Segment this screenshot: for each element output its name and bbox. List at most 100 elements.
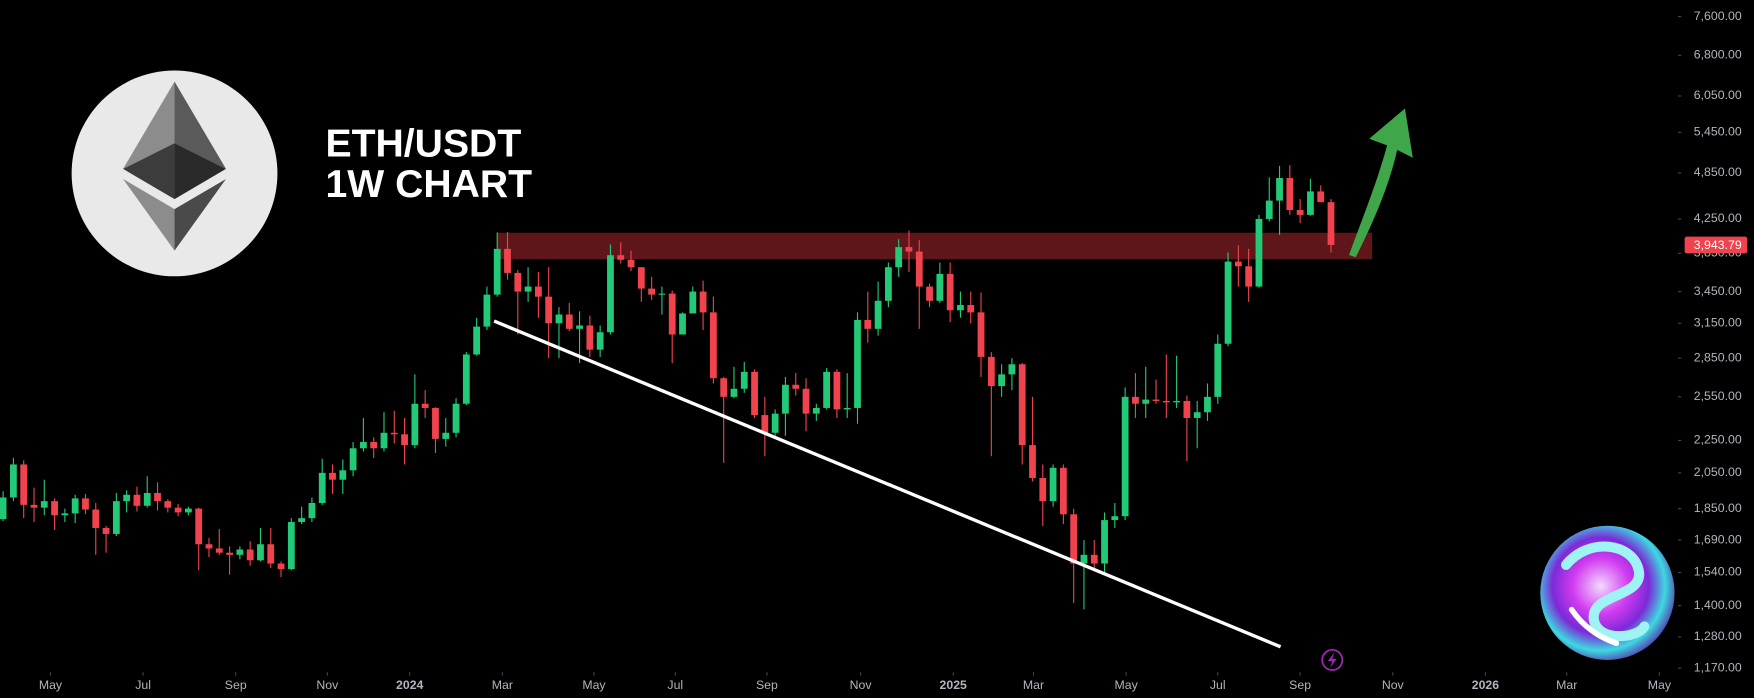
x-tick-label: Nov (850, 678, 873, 692)
candle-body (617, 255, 625, 260)
last-price-label: 3,943.79 (1694, 238, 1742, 252)
resistance-zone (497, 232, 1373, 260)
eth-logo (71, 70, 278, 277)
candle-body (668, 293, 676, 335)
candle-body (607, 255, 614, 333)
candle-body (154, 492, 161, 502)
candle-body (1317, 191, 1325, 203)
candle-body (185, 508, 192, 513)
up-arrow (1349, 108, 1413, 258)
candle-body (874, 300, 882, 329)
candle-body (679, 313, 686, 335)
x-tick-label: Sep (225, 678, 247, 692)
candle-body (483, 294, 491, 327)
candle-body (1276, 178, 1283, 201)
x-tick-label: 2025 (940, 678, 968, 692)
candle-body (1327, 202, 1335, 246)
candle-body (1029, 445, 1036, 478)
candle-body (10, 464, 17, 498)
y-tick-label: 3,450.00 (1694, 284, 1742, 298)
x-tick-label: Mar (1556, 678, 1577, 692)
candle-body (82, 498, 89, 510)
x-tick-label: Jul (1210, 678, 1226, 692)
candle-body (1214, 343, 1222, 397)
candle-body (1183, 400, 1191, 418)
candle-body (1245, 266, 1253, 287)
candle-body (1162, 400, 1170, 403)
candle-body (236, 549, 244, 555)
alert-circle[interactable] (1321, 649, 1344, 671)
candle-body (442, 432, 450, 439)
candle-body (998, 374, 1006, 387)
candle-body (71, 498, 79, 514)
x-tick-label: 2024 (396, 678, 424, 692)
candle-body (596, 332, 604, 350)
candle-layer (0, 165, 1335, 610)
candle-body (823, 371, 831, 408)
y-tick-label: 2,250.00 (1694, 433, 1742, 447)
candle-body (473, 326, 481, 355)
candle-body (493, 248, 501, 295)
candle-body (257, 544, 264, 561)
y-tick-label: 2,550.00 (1694, 389, 1742, 403)
candle-body (401, 434, 408, 446)
candle-body (565, 314, 573, 329)
candle-body (576, 325, 583, 329)
candle-body (452, 403, 460, 433)
candle-body (720, 378, 728, 397)
candle-body (771, 413, 779, 433)
candle-body (843, 407, 851, 410)
x-tick-label: May (39, 678, 63, 692)
candle-body (287, 522, 295, 570)
candle-body (1286, 178, 1294, 211)
candle-body (637, 267, 645, 289)
x-tick-label: 2026 (1472, 678, 1500, 692)
candle-body (1173, 400, 1181, 403)
y-tick-label: 7,600.00 (1694, 9, 1742, 23)
candle-body (936, 273, 944, 301)
y-tick-label: 6,050.00 (1694, 88, 1742, 102)
candle-body (709, 312, 717, 379)
candle-body (699, 291, 707, 313)
candle-body (298, 518, 306, 523)
candle-body (226, 552, 233, 555)
candle-body (545, 296, 553, 324)
candle-body (1059, 467, 1067, 515)
candle-body (380, 432, 388, 449)
candle-body (370, 441, 378, 449)
candle-body (1008, 364, 1016, 375)
x-tick-label: Jul (667, 678, 683, 692)
candle-body (812, 407, 820, 414)
candle-body (977, 312, 985, 357)
candle-body (359, 441, 367, 449)
alert-bolt[interactable] (1327, 652, 1337, 668)
candle-body (92, 509, 100, 528)
candle-body (123, 494, 131, 502)
candle-body (215, 548, 223, 553)
x-tick-label: Mar (492, 678, 513, 692)
candle-body (308, 503, 316, 519)
y-tick-label: 1,170.00 (1694, 660, 1742, 674)
candle-body (658, 293, 666, 295)
candle-body (1193, 412, 1201, 418)
axis-layer: 1,170.00 1,280.00 1,400.00 1,540.00 1,690.00… (39, 9, 1748, 692)
candle-body (740, 371, 748, 389)
candle-body (895, 247, 903, 268)
alert-icon[interactable] (1321, 649, 1344, 671)
candle-body (627, 259, 635, 268)
candle-body (349, 448, 357, 471)
logo-facet (174, 178, 226, 251)
last-price-box (1684, 236, 1748, 254)
candle-body (689, 291, 697, 314)
candle-body (514, 272, 522, 292)
candle-body (164, 501, 172, 508)
y-tick-label: 4,850.00 (1694, 165, 1742, 179)
candle-body (1204, 396, 1211, 413)
chart-subtitle: 1W CHART (326, 163, 533, 206)
candle-body (1101, 520, 1108, 564)
y-tick-label: 1,850.00 (1694, 501, 1742, 515)
y-tick-label: 1,540.00 (1694, 565, 1742, 579)
